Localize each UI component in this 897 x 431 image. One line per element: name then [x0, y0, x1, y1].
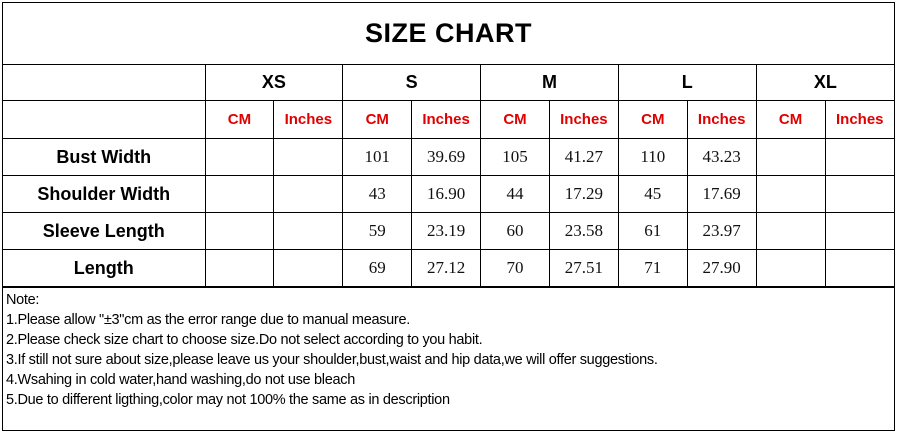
value-cell: 16.90 [411, 175, 482, 213]
value-cell: 61 [617, 212, 688, 250]
value-cell [204, 212, 275, 250]
value-cell: 70 [480, 249, 550, 287]
unit-header: Inches [686, 100, 757, 139]
value-cell: 43.23 [686, 138, 757, 176]
unit-header: CM [480, 100, 550, 139]
row-label: Bust Width [3, 138, 206, 176]
value-cell: 41.27 [548, 138, 619, 176]
value-cell [824, 249, 895, 287]
corner-cell [3, 64, 206, 101]
notes: Note: 1.Please allow "±3"cm as the error… [3, 287, 894, 430]
note-item: 5.Due to different ligthing,color may no… [6, 392, 450, 408]
value-cell: 17.69 [686, 175, 757, 213]
value-cell: 23.19 [411, 212, 482, 250]
unit-header: CM [755, 100, 826, 139]
value-cell [204, 138, 275, 176]
value-cell [824, 138, 895, 176]
value-cell [273, 249, 344, 287]
unit-header: CM [617, 100, 688, 139]
note-item: 1.Please allow "±3"cm as the error range… [6, 312, 410, 328]
value-cell [273, 212, 344, 250]
row-label: Sleeve Length [3, 212, 206, 250]
value-cell: 23.97 [686, 212, 757, 250]
value-cell: 105 [480, 138, 550, 176]
value-cell: 101 [342, 138, 413, 176]
value-cell [755, 175, 826, 213]
value-cell: 60 [480, 212, 550, 250]
value-cell: 45 [617, 175, 688, 213]
value-cell [273, 175, 344, 213]
table-row: Shoulder Width 43 16.90 44 17.29 45 17.69 [3, 175, 895, 213]
value-cell [755, 249, 826, 287]
size-header-l: L [617, 64, 757, 101]
value-cell: 110 [617, 138, 688, 176]
value-cell: 39.69 [411, 138, 482, 176]
value-cell: 27.12 [411, 249, 482, 287]
value-cell: 44 [480, 175, 550, 213]
table-row: Length 69 27.12 70 27.51 71 27.90 [3, 249, 895, 287]
chart-title: SIZE CHART [3, 3, 895, 65]
value-cell [755, 138, 826, 176]
corner-cell [3, 100, 206, 139]
value-cell: 23.58 [548, 212, 619, 250]
note-item: 2.Please check size chart to choose size… [6, 332, 483, 348]
size-table: SIZE CHART XS S M L XL CM Inches CM Inches CM Inch… [3, 3, 895, 287]
size-header-row: XS S M L XL [3, 64, 895, 101]
value-cell: 27.51 [548, 249, 619, 287]
note-item: 3.If still not sure about size,please le… [6, 352, 658, 368]
value-cell: 71 [617, 249, 688, 287]
value-cell [755, 212, 826, 250]
note-item: 4.Wsahing in cold water,hand washing,do … [6, 372, 355, 388]
unit-header: Inches [273, 100, 344, 139]
notes-heading: Note: [6, 292, 40, 308]
value-cell: 43 [342, 175, 413, 213]
size-header-xl: XL [755, 64, 895, 101]
value-cell [824, 212, 895, 250]
unit-header: Inches [411, 100, 482, 139]
unit-header: Inches [548, 100, 619, 139]
row-label: Shoulder Width [3, 175, 206, 213]
value-cell: 59 [342, 212, 413, 250]
value-cell [824, 175, 895, 213]
value-cell [204, 249, 275, 287]
value-cell: 17.29 [548, 175, 619, 213]
size-header-s: S [342, 64, 482, 101]
value-cell: 69 [342, 249, 413, 287]
unit-header: Inches [824, 100, 895, 139]
unit-header: CM [342, 100, 413, 139]
unit-header-row: CM Inches CM Inches CM Inches CM Inches CM Inches [3, 100, 895, 139]
size-header-xs: XS [204, 64, 344, 101]
value-cell [204, 175, 275, 213]
row-label: Length [3, 249, 206, 287]
table-row: Bust Width 101 39.69 105 41.27 110 43.23 [3, 138, 895, 176]
size-header-m: M [480, 64, 619, 101]
unit-header: CM [204, 100, 275, 139]
value-cell [273, 138, 344, 176]
table-row: Sleeve Length 59 23.19 60 23.58 61 23.97 [3, 212, 895, 250]
value-cell: 27.90 [686, 249, 757, 287]
